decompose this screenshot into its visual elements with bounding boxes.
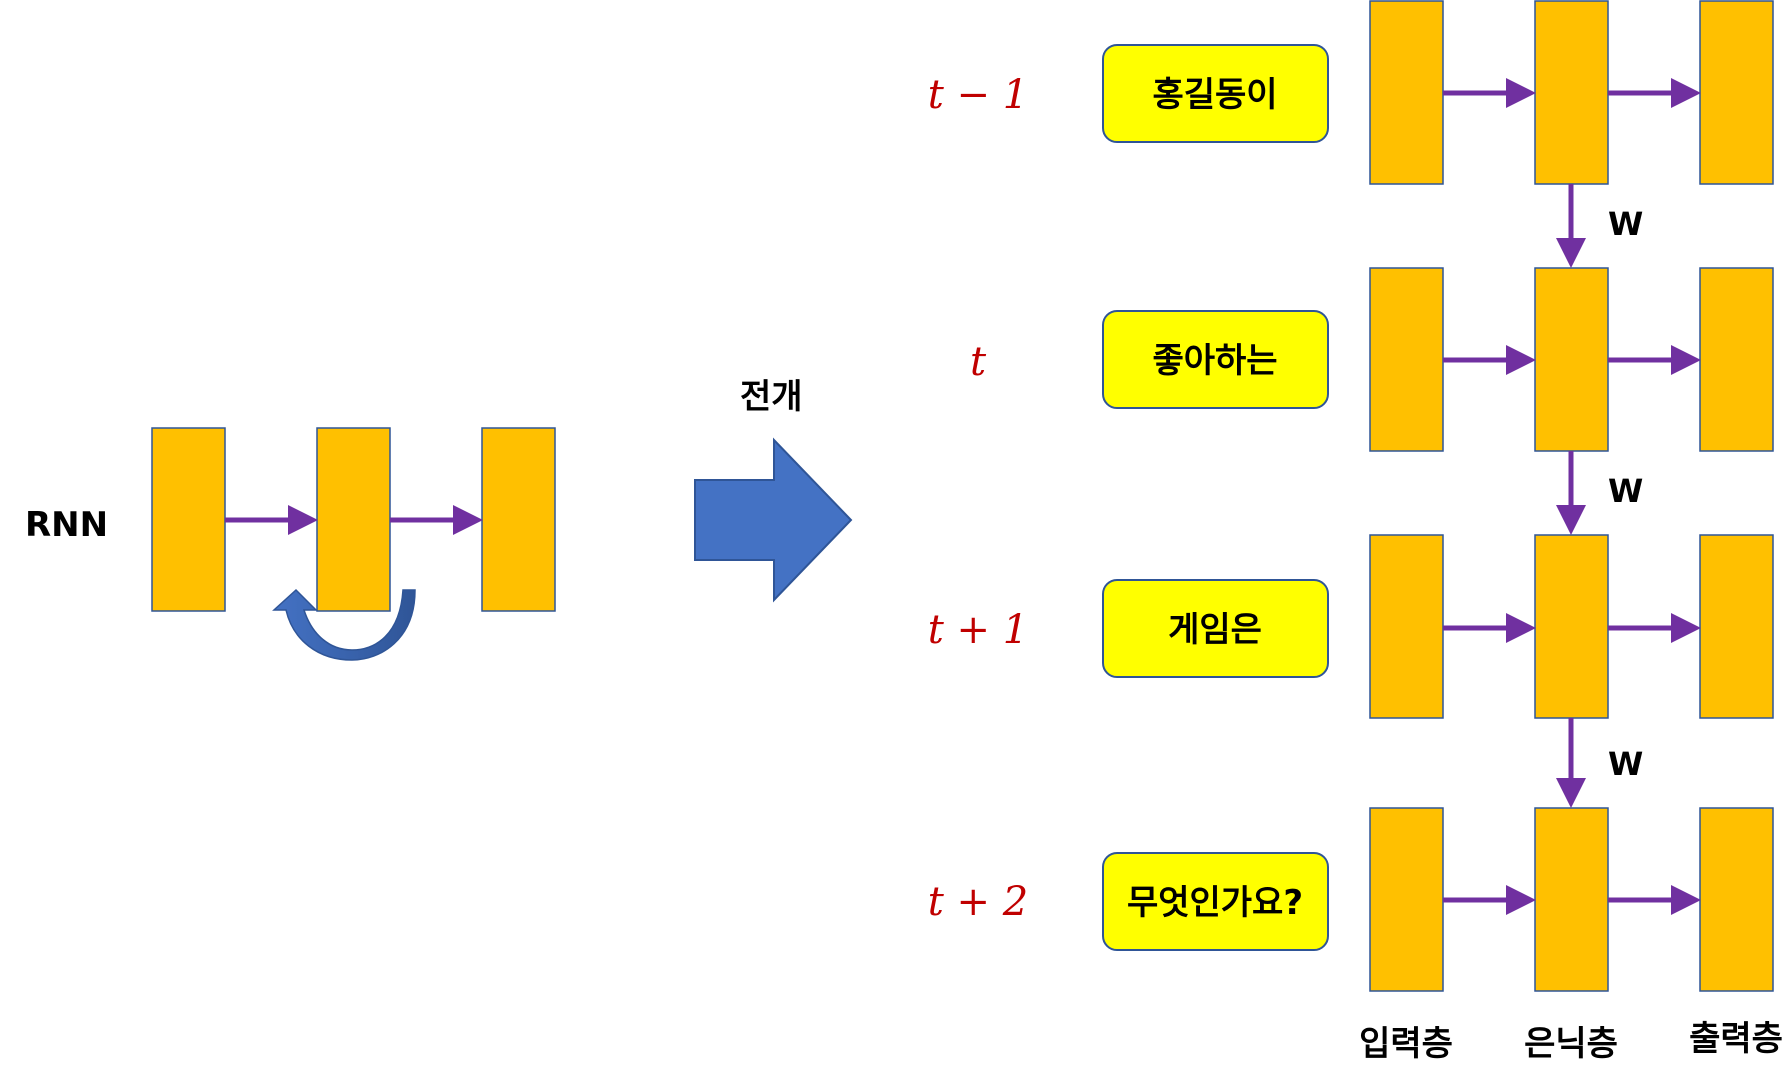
time-label-1: t bbox=[970, 339, 987, 385]
hidden-layer-t3 bbox=[1534, 807, 1609, 992]
hidden-layer-t0 bbox=[1534, 0, 1609, 185]
input-layer-t0 bbox=[1369, 0, 1444, 185]
word-box-2 bbox=[1102, 579, 1329, 678]
weight-label-0: W bbox=[1608, 205, 1643, 243]
input-layer-t3 bbox=[1369, 807, 1444, 992]
weight-label-1: W bbox=[1608, 472, 1643, 510]
word-3: 무엇인가요? bbox=[1127, 883, 1303, 923]
recurrent-loop-arrow bbox=[272, 588, 416, 661]
expand-label: 전개 bbox=[740, 377, 803, 417]
expand-arrow-icon bbox=[694, 437, 853, 603]
rnn-hidden-layer bbox=[316, 427, 391, 612]
hidden-layer-t1 bbox=[1534, 267, 1609, 452]
word-2: 게임은 bbox=[1168, 610, 1262, 650]
layer-label-output: 출력층 bbox=[1689, 1019, 1783, 1059]
word-box-0 bbox=[1102, 44, 1329, 143]
output-layer-t2 bbox=[1699, 534, 1774, 719]
time-label-0: t − 1 bbox=[928, 72, 1028, 118]
weight-label-2: W bbox=[1608, 745, 1643, 783]
time-label-2: t + 1 bbox=[928, 607, 1028, 653]
output-layer-t1 bbox=[1699, 267, 1774, 452]
rnn-label: RNN bbox=[25, 505, 108, 545]
output-layer-t0 bbox=[1699, 0, 1774, 185]
word-box-3 bbox=[1102, 852, 1329, 951]
word-1: 좋아하는 bbox=[1152, 341, 1277, 381]
rnn-output-layer bbox=[481, 427, 556, 612]
word-0: 홍길동이 bbox=[1152, 75, 1277, 115]
rnn-input-layer bbox=[151, 427, 226, 612]
input-layer-t2 bbox=[1369, 534, 1444, 719]
layer-label-input: 입력층 bbox=[1359, 1024, 1453, 1064]
input-layer-t1 bbox=[1369, 267, 1444, 452]
time-label-3: t + 2 bbox=[928, 879, 1028, 925]
output-layer-t3 bbox=[1699, 807, 1774, 992]
word-box-1 bbox=[1102, 310, 1329, 409]
layer-label-hidden: 은닉층 bbox=[1524, 1024, 1618, 1064]
hidden-layer-t2 bbox=[1534, 534, 1609, 719]
